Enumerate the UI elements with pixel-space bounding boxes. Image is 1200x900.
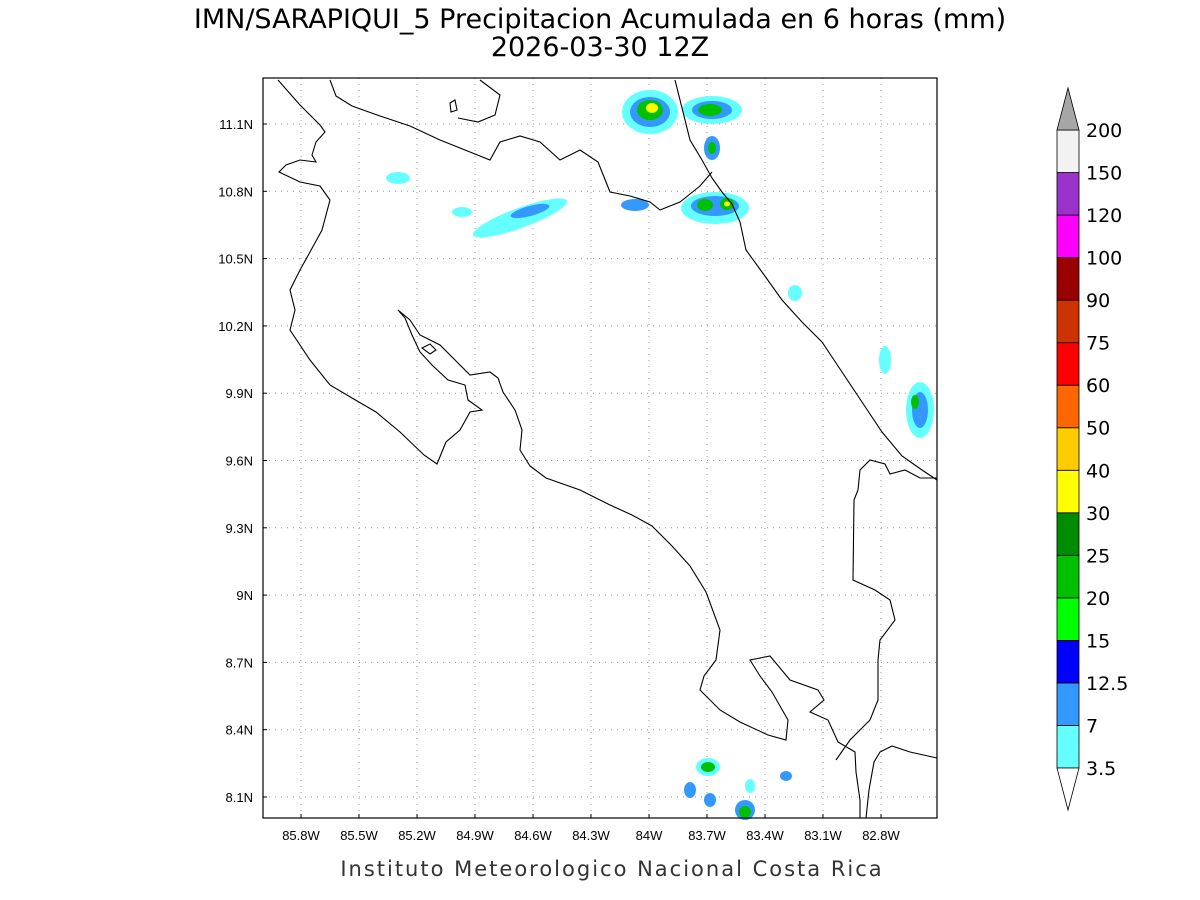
colorbar-segment [1056, 172, 1080, 216]
colorbar-segment [1056, 725, 1080, 769]
colorbar-segment [1056, 342, 1080, 386]
rain-area [724, 201, 730, 207]
rain-area [698, 104, 722, 116]
precipitation [386, 90, 934, 820]
colorbar-segment [1056, 427, 1080, 471]
rain-area [684, 782, 696, 798]
coastline [277, 79, 861, 818]
lon-label: 84W [636, 828, 663, 843]
lat-label: 10.2N [218, 319, 253, 334]
colorbar-label: 200 [1086, 120, 1122, 142]
colorbar-segment [1056, 129, 1080, 173]
colorbar-segment [1056, 299, 1080, 344]
coastline [457, 79, 501, 123]
rain-area [780, 771, 792, 781]
rain-area [788, 285, 802, 301]
lon-label: 83.1W [804, 828, 842, 843]
lon-label: 84.3W [572, 828, 610, 843]
colorbar-label: 90 [1086, 290, 1110, 312]
colorbar-label: 60 [1086, 375, 1110, 397]
colorbar-segment [1056, 469, 1080, 514]
colorbar-segment [1056, 597, 1080, 641]
colorbar-label: 100 [1086, 248, 1122, 270]
colorbar-label: 150 [1086, 163, 1122, 185]
colorbar-label: 3.5 [1086, 758, 1116, 780]
lon-label: 82.8W [862, 828, 900, 843]
rain-area [646, 103, 658, 113]
lat-label: 9.3N [226, 521, 253, 536]
lon-label: 83.7W [688, 828, 726, 843]
colorbar-label: 15 [1086, 630, 1110, 652]
rain-area [911, 395, 919, 409]
lon-label: 83.4W [746, 828, 784, 843]
rain-area [386, 172, 410, 184]
lat-label: 9.9N [226, 386, 253, 401]
coastline [865, 745, 938, 819]
rain-area [697, 199, 713, 211]
colorbar-over [1056, 86, 1080, 131]
subtitle: 2026-03-30 12Z [491, 32, 709, 63]
coastline [835, 459, 937, 761]
rain-area [704, 793, 716, 807]
colorbar-segment [1056, 682, 1080, 726]
grid: 85.8W 85.5W 85.2W 84.9W 84.6W 84.3W 84W 83.7W 83… [218, 78, 937, 843]
lat-label: 10.5N [218, 252, 253, 267]
lon-label: 84.6W [514, 828, 552, 843]
colorbar-under [1056, 767, 1080, 812]
rain-area [879, 346, 891, 374]
coastline [420, 343, 437, 355]
colorbar-label: 75 [1086, 333, 1110, 355]
colorbar-label: 40 [1086, 460, 1110, 482]
lat-label: 10.8N [218, 184, 253, 199]
rain-area [472, 198, 568, 238]
lat-label: 11.1N [219, 117, 253, 132]
colorbar-segment [1056, 640, 1080, 684]
coastline [329, 79, 713, 211]
colorbar-segment [1056, 554, 1080, 599]
coastline [449, 99, 458, 113]
colorbar-segment [1056, 384, 1080, 429]
lat-label: 9N [236, 588, 253, 603]
colorbar-label: 12.5 [1086, 673, 1128, 695]
coastline [674, 79, 938, 481]
rain-area [452, 207, 472, 217]
lat-label: 8.7N [226, 655, 253, 670]
lat-label: 9.6N [226, 454, 253, 469]
lat-label: 8.4N [226, 723, 253, 738]
colorbar-label: 50 [1086, 418, 1110, 440]
coastlines [277, 79, 938, 819]
footer: Instituto Meteorologico Nacional Costa R… [340, 857, 883, 881]
colorbar-label: 120 [1086, 205, 1122, 227]
rain-area [621, 199, 649, 211]
colorbar-segment [1056, 214, 1080, 258]
colorbar: 3.5 7 12.5 15 20 25 30 40 50 60 75 90 100 120 150 200 [1056, 86, 1128, 812]
rain-area [708, 142, 716, 154]
rain-area [739, 806, 751, 818]
title: IMN/SARAPIQUI_5 Precipitacion Acumulada … [194, 4, 1006, 35]
rain-area [745, 779, 755, 793]
map-frame [262, 77, 938, 819]
lat-label: 8.1N [226, 790, 253, 805]
lon-label: 85.2W [398, 828, 436, 843]
colorbar-label: 30 [1086, 503, 1110, 525]
colorbar-segment [1056, 512, 1080, 556]
colorbar-label: 7 [1086, 715, 1098, 737]
lon-label: 85.8W [282, 828, 320, 843]
rain-area [701, 762, 715, 772]
lon-label: 84.9W [456, 828, 494, 843]
colorbar-segment [1056, 257, 1080, 301]
rain-area [510, 203, 550, 219]
colorbar-label: 25 [1086, 545, 1110, 567]
colorbar-label: 20 [1086, 588, 1110, 610]
lon-label: 85.5W [340, 828, 378, 843]
